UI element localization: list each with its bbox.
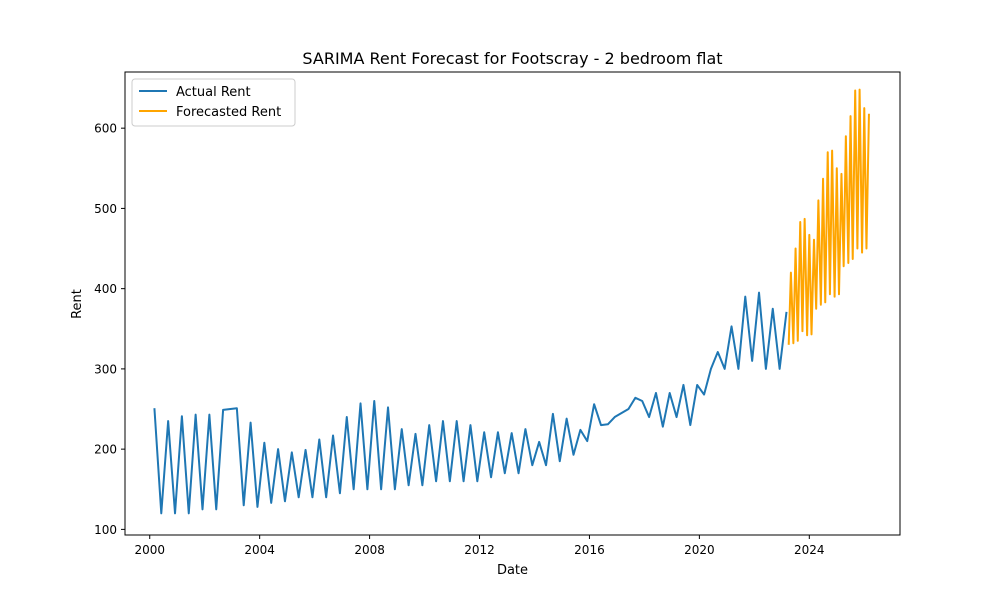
- x-axis-label: Date: [497, 563, 528, 578]
- x-tick-label: 2016: [574, 543, 605, 557]
- series-layer: [153, 88, 870, 515]
- x-tick-label: 2012: [464, 543, 495, 557]
- legend: Actual Rent Forecasted Rent: [131, 78, 296, 127]
- x-tick-label: 2024: [794, 543, 825, 557]
- x-tick-label: 2020: [684, 543, 715, 557]
- y-axis: 100 200 300 400 500 600: [94, 122, 125, 537]
- plot-area-frame: [124, 71, 901, 536]
- x-axis: 2000 2004 2008 2012 2016 2020 2024: [134, 535, 825, 557]
- y-tick-label: 200: [94, 443, 117, 457]
- y-tick-label: 600: [94, 122, 117, 136]
- y-tick-label: 500: [94, 202, 117, 216]
- y-axis-label: Rent: [70, 289, 85, 319]
- y-tick-label: 400: [94, 282, 117, 296]
- legend-box: [131, 78, 296, 127]
- series-line-forecasted-rent: [787, 88, 870, 345]
- y-tick-label: 300: [94, 362, 117, 376]
- legend-label-forecast: Forecasted Rent: [176, 105, 281, 120]
- x-tick-label: 2000: [134, 543, 165, 557]
- x-tick-label: 2004: [244, 543, 275, 557]
- x-tick-label: 2008: [354, 543, 385, 557]
- series-line-actual-rent: [153, 291, 788, 515]
- y-tick-label: 100: [94, 523, 117, 537]
- legend-label-actual: Actual Rent: [176, 85, 251, 100]
- chart-title: SARIMA Rent Forecast for Footscray - 2 b…: [302, 49, 722, 68]
